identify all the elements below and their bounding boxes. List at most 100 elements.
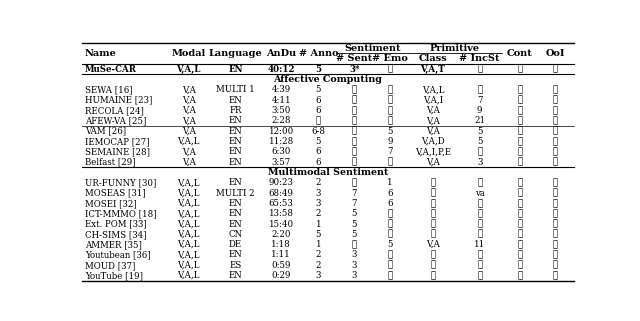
Text: 9: 9 bbox=[477, 106, 483, 115]
Text: ✗: ✗ bbox=[517, 137, 522, 146]
Text: ✗: ✗ bbox=[517, 178, 522, 187]
Text: Modal: Modal bbox=[172, 49, 206, 58]
Text: V,A: V,A bbox=[426, 127, 440, 136]
Text: V,A: V,A bbox=[426, 158, 440, 167]
Text: V,A,L: V,A,L bbox=[177, 220, 200, 229]
Text: 6: 6 bbox=[387, 199, 393, 208]
Text: ✗: ✗ bbox=[553, 199, 558, 208]
Text: ✗: ✗ bbox=[517, 199, 522, 208]
Text: V,A: V,A bbox=[182, 85, 196, 94]
Text: RECOLA [24]: RECOLA [24] bbox=[85, 106, 144, 115]
Text: V,A,L: V,A,L bbox=[177, 271, 200, 280]
Text: ✗: ✗ bbox=[553, 250, 558, 259]
Text: ✓: ✓ bbox=[517, 96, 522, 105]
Text: V,A: V,A bbox=[182, 96, 196, 105]
Text: ✗: ✗ bbox=[430, 209, 435, 218]
Text: ✗: ✗ bbox=[477, 65, 483, 74]
Text: ✗: ✗ bbox=[316, 116, 321, 125]
Text: 65:53: 65:53 bbox=[269, 199, 294, 208]
Text: SEWA [16]: SEWA [16] bbox=[85, 85, 132, 94]
Text: UR-FUNNY [30]: UR-FUNNY [30] bbox=[85, 178, 156, 187]
Text: ✗: ✗ bbox=[351, 116, 356, 125]
Text: Language: Language bbox=[209, 49, 262, 58]
Text: 4:39: 4:39 bbox=[271, 85, 291, 94]
Text: V,A,T: V,A,T bbox=[420, 65, 445, 74]
Text: ✗: ✗ bbox=[430, 220, 435, 229]
Text: 5: 5 bbox=[387, 127, 393, 136]
Text: ✗: ✗ bbox=[430, 250, 435, 259]
Text: 5: 5 bbox=[351, 230, 357, 239]
Text: ✗: ✗ bbox=[387, 96, 392, 105]
Text: 3: 3 bbox=[351, 261, 357, 270]
Text: ✗: ✗ bbox=[387, 261, 392, 270]
Text: EN: EN bbox=[228, 178, 243, 187]
Text: EN: EN bbox=[228, 250, 243, 259]
Text: 3: 3 bbox=[351, 250, 357, 259]
Text: V,A,L: V,A,L bbox=[177, 178, 200, 187]
Text: 90:23: 90:23 bbox=[269, 178, 294, 187]
Text: 0:59: 0:59 bbox=[271, 261, 291, 270]
Text: ✗: ✗ bbox=[430, 188, 435, 197]
Text: ✗: ✗ bbox=[477, 271, 483, 280]
Text: 2:28: 2:28 bbox=[271, 116, 291, 125]
Text: 5: 5 bbox=[316, 230, 321, 239]
Text: FR: FR bbox=[229, 106, 242, 115]
Text: ✗: ✗ bbox=[477, 209, 483, 218]
Text: CH-SIMS [34]: CH-SIMS [34] bbox=[85, 230, 147, 239]
Text: 4:11: 4:11 bbox=[271, 96, 291, 105]
Text: 3: 3 bbox=[316, 188, 321, 197]
Text: OoI: OoI bbox=[546, 49, 565, 58]
Text: 2: 2 bbox=[316, 209, 321, 218]
Text: ✗: ✗ bbox=[553, 106, 558, 115]
Text: 7: 7 bbox=[387, 147, 393, 156]
Text: MOSEI [32]: MOSEI [32] bbox=[85, 199, 137, 208]
Text: 3: 3 bbox=[316, 199, 321, 208]
Text: EN: EN bbox=[228, 220, 243, 229]
Text: ✗: ✗ bbox=[351, 127, 356, 136]
Text: V,A: V,A bbox=[426, 116, 440, 125]
Text: 1:11: 1:11 bbox=[271, 250, 291, 259]
Text: EN: EN bbox=[228, 96, 243, 105]
Text: DE: DE bbox=[229, 240, 242, 249]
Text: 7: 7 bbox=[351, 188, 357, 197]
Text: ✗: ✗ bbox=[553, 261, 558, 270]
Text: EN: EN bbox=[228, 147, 243, 156]
Text: EN: EN bbox=[228, 271, 243, 280]
Text: 5: 5 bbox=[316, 137, 321, 146]
Text: V,A,L: V,A,L bbox=[177, 188, 200, 197]
Text: ✗: ✗ bbox=[517, 271, 522, 280]
Text: Name: Name bbox=[85, 49, 117, 58]
Text: va: va bbox=[475, 188, 484, 197]
Text: Ext. POM [33]: Ext. POM [33] bbox=[85, 220, 147, 229]
Text: VAM [26]: VAM [26] bbox=[85, 127, 126, 136]
Text: ✗: ✗ bbox=[430, 230, 435, 239]
Text: 6: 6 bbox=[316, 147, 321, 156]
Text: V,A,L: V,A,L bbox=[177, 137, 200, 146]
Text: ✗: ✗ bbox=[477, 147, 483, 156]
Text: V,A,I: V,A,I bbox=[423, 96, 443, 105]
Text: ✗: ✗ bbox=[430, 199, 435, 208]
Text: 21: 21 bbox=[474, 116, 485, 125]
Text: ✗: ✗ bbox=[553, 230, 558, 239]
Text: 3:50: 3:50 bbox=[271, 106, 291, 115]
Text: ✗: ✗ bbox=[351, 106, 356, 115]
Text: EN: EN bbox=[228, 137, 243, 146]
Text: ✓: ✓ bbox=[517, 85, 522, 94]
Text: Multimodal Sentiment: Multimodal Sentiment bbox=[268, 168, 388, 177]
Text: 3: 3 bbox=[316, 271, 321, 280]
Text: 5: 5 bbox=[477, 127, 483, 136]
Text: 6: 6 bbox=[316, 96, 321, 105]
Text: CN: CN bbox=[228, 230, 243, 239]
Text: ✗: ✗ bbox=[430, 178, 435, 187]
Text: V,A: V,A bbox=[182, 106, 196, 115]
Text: ✗: ✗ bbox=[517, 188, 522, 197]
Text: ✗: ✗ bbox=[430, 271, 435, 280]
Text: 1:18: 1:18 bbox=[271, 240, 291, 249]
Text: ✗: ✗ bbox=[553, 188, 558, 197]
Text: V,A: V,A bbox=[426, 240, 440, 249]
Text: ✗: ✗ bbox=[553, 209, 558, 218]
Text: Youtubean [36]: Youtubean [36] bbox=[85, 250, 150, 259]
Text: ✗: ✗ bbox=[553, 85, 558, 94]
Text: 3:57: 3:57 bbox=[271, 158, 291, 167]
Text: V,A,L: V,A,L bbox=[177, 199, 200, 208]
